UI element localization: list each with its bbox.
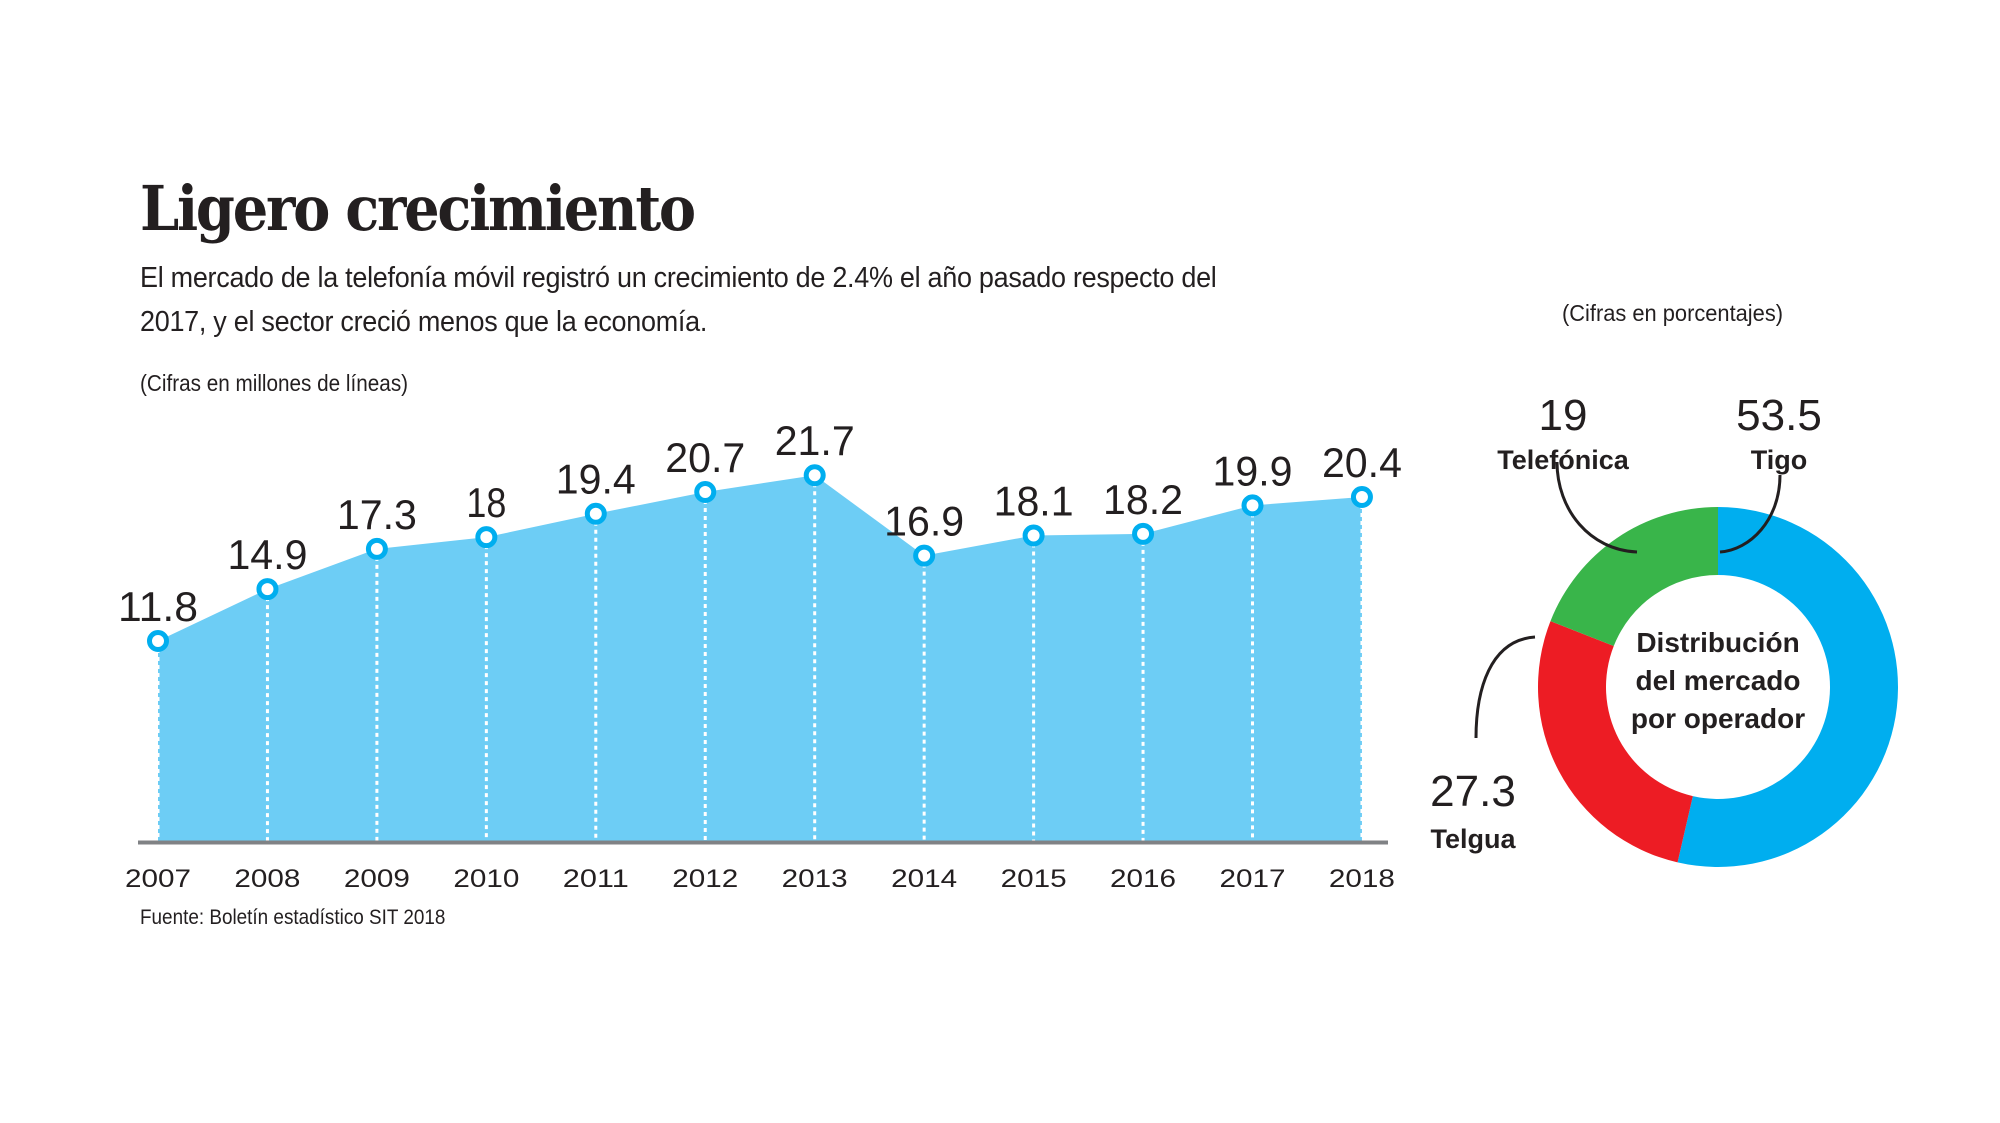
data-point-marker — [147, 629, 169, 652]
data-value-label: 11.8 — [118, 583, 198, 630]
donut-value-label-tigo: 53.5 — [1736, 391, 1822, 440]
data-point-marker — [803, 464, 826, 487]
leader-line-telgua — [1474, 635, 1536, 739]
x-tick-label: 2010 — [453, 865, 519, 893]
data-point-marker — [1022, 524, 1045, 547]
data-point-marker — [475, 526, 498, 549]
chart-subtitle: El mercado de la telefonía móvil registr… — [140, 262, 1217, 338]
leader-line-tigo — [1719, 474, 1782, 554]
donut-name-label-telefnica: Telefónica — [1497, 445, 1630, 475]
data-value-label: 19.4 — [556, 456, 636, 503]
donut-slice-telefnica — [1550, 507, 1718, 647]
data-value-label: 21.7 — [775, 417, 855, 464]
x-tick-label: 2011 — [563, 865, 629, 893]
data-point-marker — [256, 578, 279, 601]
data-point-marker — [584, 502, 607, 525]
x-tick-label: 2016 — [1110, 865, 1176, 893]
data-point-marker — [1132, 522, 1155, 545]
line-chart-units-note: (Cifras en millones de líneas) — [140, 370, 409, 396]
data-value-label: 17.3 — [337, 491, 417, 538]
donut-center-label: por operador — [1631, 703, 1805, 734]
x-tick-label: 2015 — [1001, 865, 1067, 893]
data-value-label: 18.2 — [1103, 476, 1183, 523]
data-value-label: 19.9 — [1213, 447, 1293, 494]
donut-slice-tigo — [1677, 507, 1898, 867]
chart-title: Ligero crecimiento — [140, 172, 696, 245]
donut-name-label-telgua: Telgua — [1430, 824, 1516, 854]
x-tick-label: 2018 — [1329, 865, 1395, 893]
data-value-label: 20.4 — [1322, 439, 1402, 486]
area-fill — [158, 475, 1362, 841]
data-point-marker — [694, 480, 717, 503]
data-point-marker — [1350, 486, 1373, 509]
x-tick-label: 2017 — [1220, 865, 1286, 893]
x-tick-label: 2007 — [125, 865, 191, 893]
leader-line-telefonica — [1555, 461, 1638, 554]
donut-center-label: del mercado — [1636, 665, 1801, 696]
donut-value-label-telefnica: 19 — [1539, 391, 1588, 440]
data-value-label: 18.1 — [994, 478, 1074, 525]
x-tick-label: 2008 — [234, 865, 300, 893]
data-point-marker — [365, 537, 388, 560]
x-tick-label: 2014 — [891, 865, 957, 893]
donut-name-label-tigo: Tigo — [1751, 445, 1808, 475]
source-note: Fuente: Boletín estadístico SIT 2018 — [140, 906, 446, 929]
donut-center-label: Distribución — [1636, 627, 1799, 658]
donut-value-label-telgua: 27.3 — [1430, 767, 1516, 816]
x-tick-label: 2013 — [782, 865, 848, 893]
data-value-label: 14.9 — [227, 531, 307, 578]
donut-chart-units-note: (Cifras en porcentajes) — [1562, 300, 1784, 326]
data-value-label: 20.7 — [665, 434, 745, 481]
data-value-label: 16.9 — [884, 498, 964, 545]
x-tick-label: 2009 — [344, 865, 410, 893]
donut-slice-telgua — [1538, 621, 1693, 863]
x-tick-label: 2012 — [672, 865, 738, 893]
data-point-marker — [1241, 494, 1264, 517]
data-value-label: 18 — [466, 479, 506, 526]
data-point-marker — [913, 544, 936, 567]
